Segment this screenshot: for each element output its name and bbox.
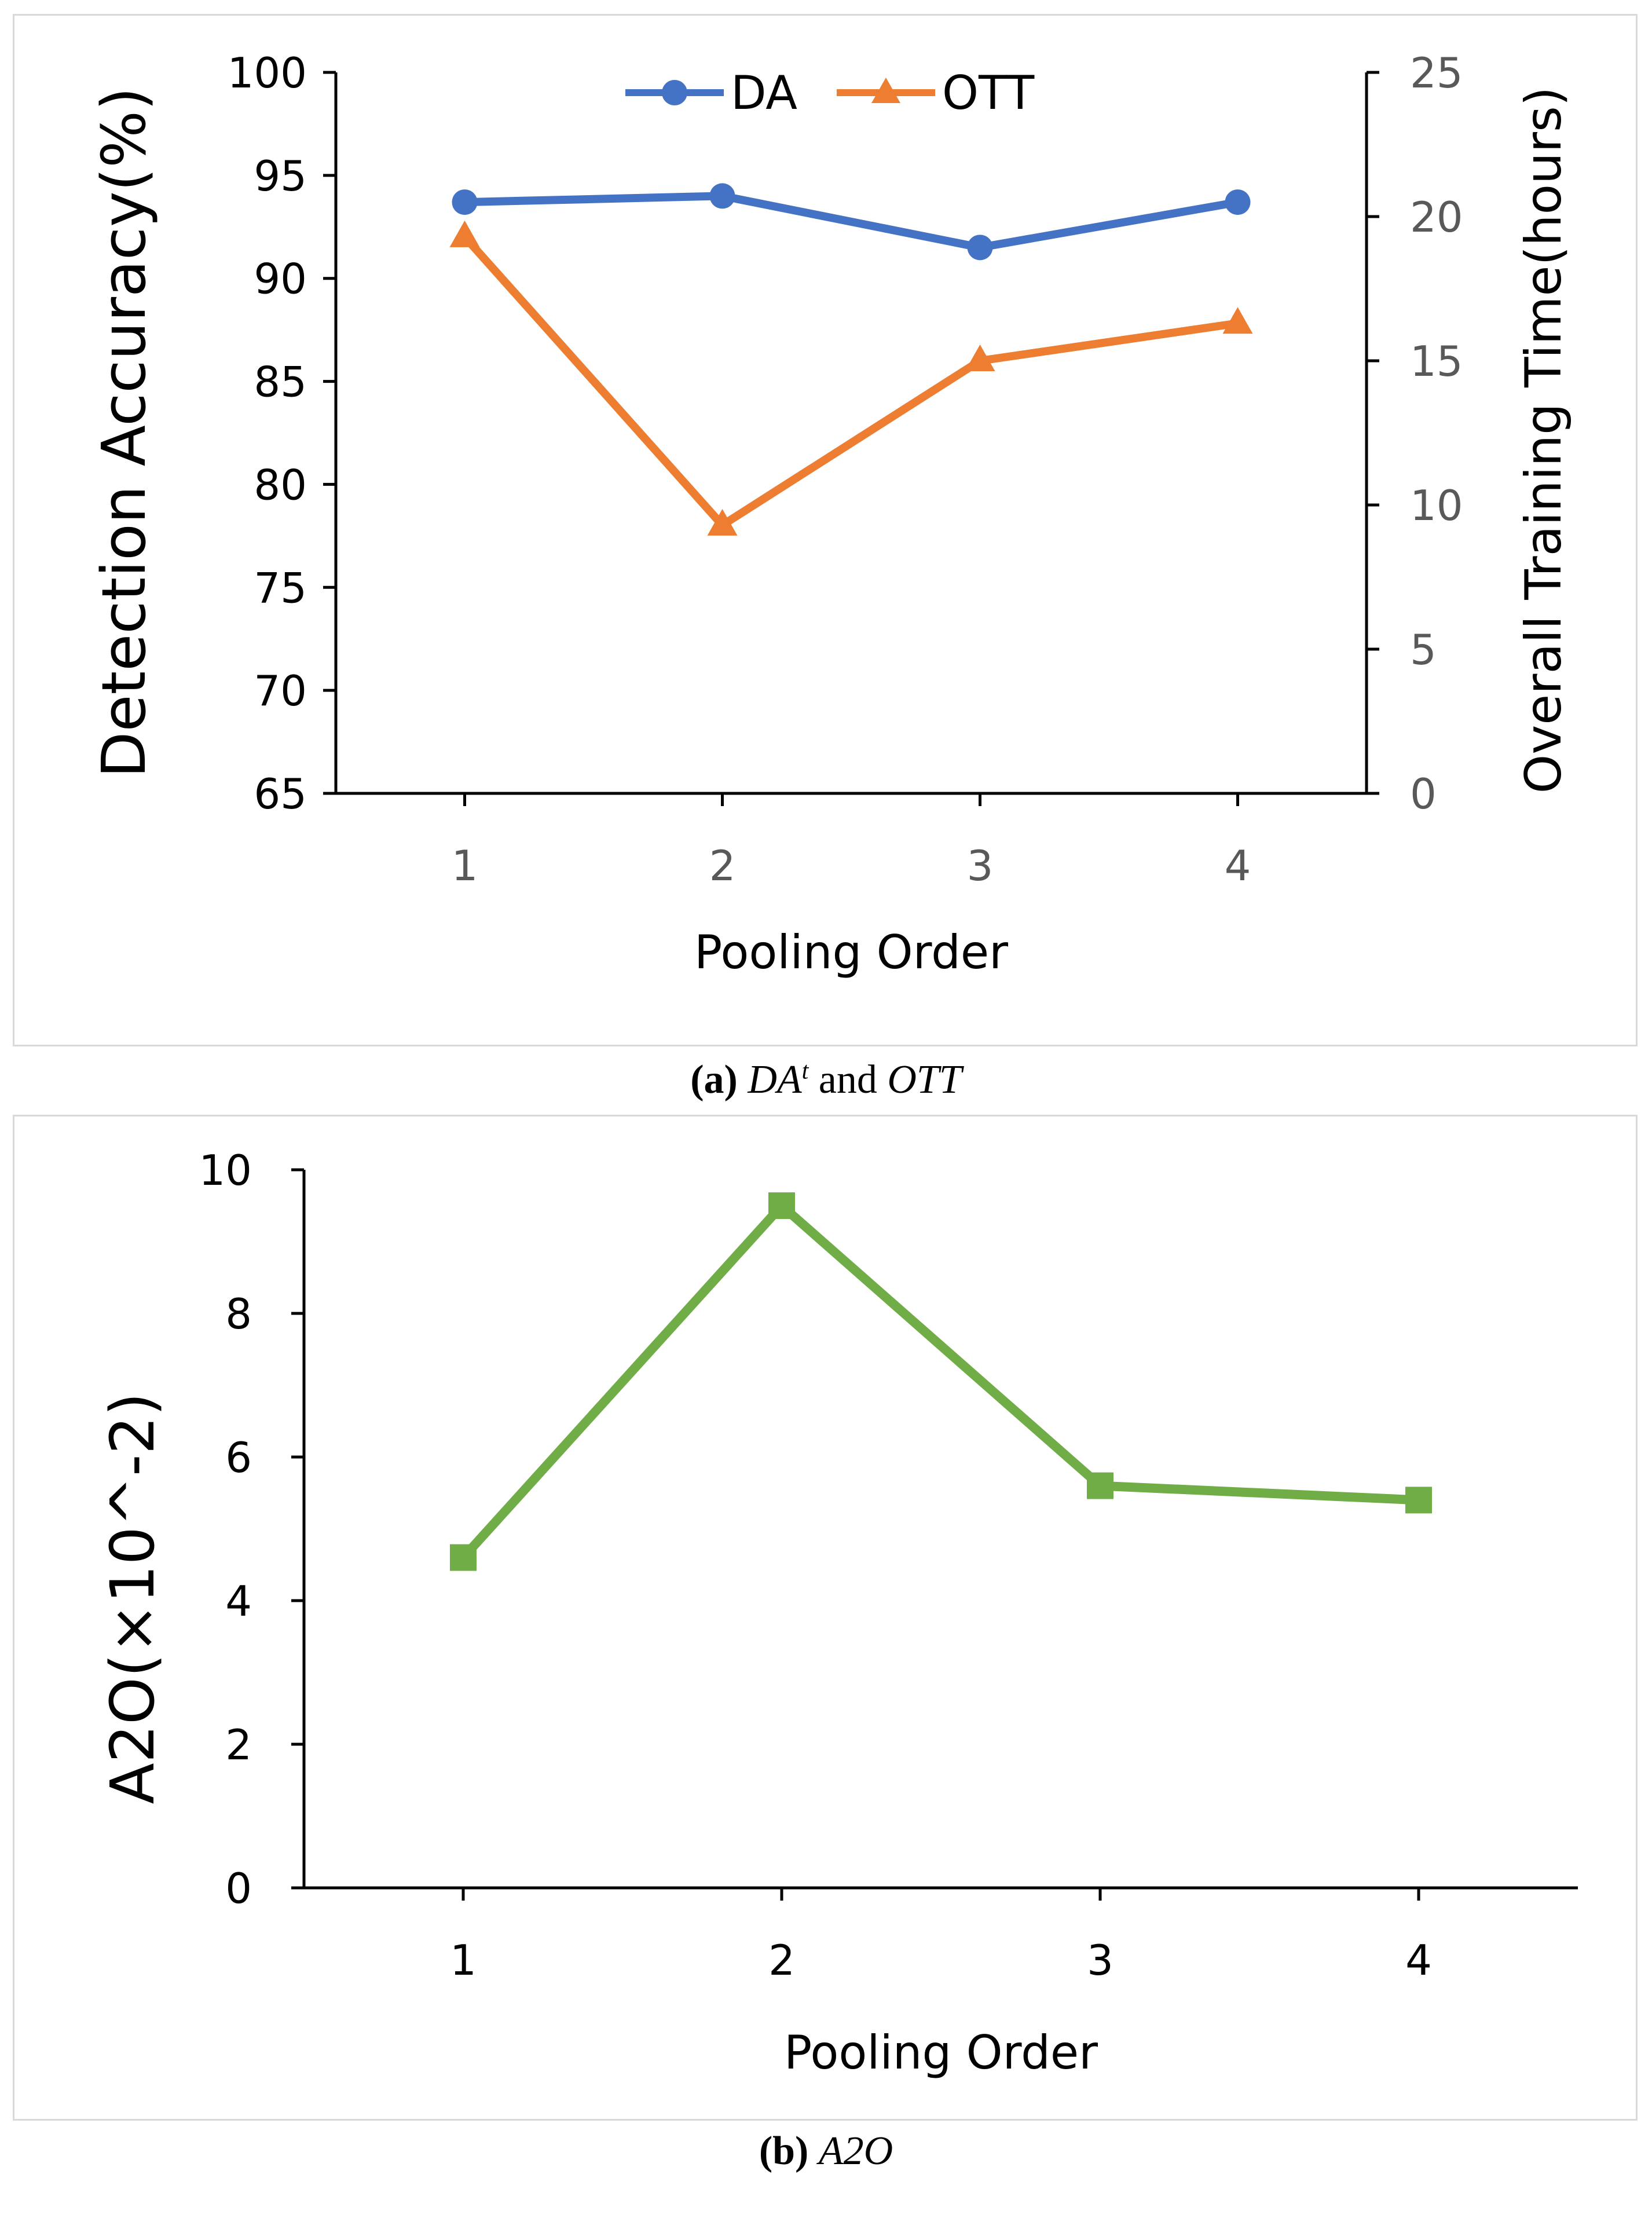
y-tick-label: 2 <box>225 1721 252 1769</box>
data-point-ott <box>965 345 995 371</box>
x-tick-label: 1 <box>452 841 478 890</box>
series-line-ott <box>461 234 1239 529</box>
chart-panel-b <box>13 1115 1638 2121</box>
y-tick-label-right: 15 <box>1410 337 1463 386</box>
y-axis-label-right: Overall Training Time(hours) <box>1515 87 1573 794</box>
data-point-da <box>967 235 993 261</box>
y-tick-label: 10 <box>199 1146 252 1195</box>
caption-a-label: (a) <box>690 1057 738 1102</box>
y-tick-label-left: 75 <box>254 563 307 612</box>
legend-label-da: DA <box>731 66 797 120</box>
y-axis-label: A2O(×10^-2) <box>97 1393 168 1804</box>
data-point-a2o <box>768 1192 795 1219</box>
x-axis-label: Pooling Order <box>784 2026 1098 2080</box>
series-line-da <box>464 192 1239 252</box>
data-point-da <box>709 183 735 209</box>
chart-a: 65 70 75 80 85 90 95 100 0 5 10 15 20 25 1 2 3 4 DA OTT… <box>89 49 1573 979</box>
y-tick-label-left: 95 <box>254 152 307 200</box>
legend-label-ott: OTT <box>942 66 1035 120</box>
x-tick-label: 3 <box>967 841 994 890</box>
y-tick-label: 6 <box>225 1433 252 1482</box>
y-tick-label-left: 65 <box>254 770 307 818</box>
data-point-ott <box>449 220 480 247</box>
data-point-da <box>452 189 478 215</box>
legend-marker-da <box>662 80 687 105</box>
y-axis-label-left: Detection Accuracy(%) <box>89 87 159 778</box>
y-tick-label-left: 85 <box>254 358 307 407</box>
y-tick-label-left: 70 <box>254 667 307 715</box>
data-point-a2o <box>1087 1472 1113 1499</box>
y-tick-label-right: 0 <box>1410 770 1437 818</box>
y-tick-label-right: 5 <box>1410 625 1437 674</box>
caption-b: (b) A2O <box>0 2128 1652 2175</box>
y-tick-label-left: 90 <box>254 255 307 303</box>
series-line-a2o <box>460 1201 1419 1561</box>
x-axis-label: Pooling Order <box>694 925 1008 979</box>
caption-a-prefix: DA <box>748 1057 802 1102</box>
y-tick-label: 4 <box>225 1577 252 1626</box>
x-tick-label: 1 <box>450 1936 477 1985</box>
data-point-ott <box>707 508 738 536</box>
y-tick-label-right: 20 <box>1410 193 1463 241</box>
data-point-a2o <box>1405 1487 1432 1514</box>
y-tick-label-right: 25 <box>1410 49 1463 97</box>
legend-marker-ott <box>871 78 900 103</box>
x-tick-label: 4 <box>1225 841 1251 890</box>
caption-b-label: (b) <box>759 2129 809 2173</box>
caption-a-mid: and <box>808 1057 888 1102</box>
caption-a-sup: t <box>801 1057 809 1085</box>
caption-b-text: A2O <box>818 2129 893 2173</box>
y-tick-label-left: 80 <box>254 460 307 509</box>
y-tick-label: 8 <box>225 1290 252 1338</box>
x-tick-label: 3 <box>1087 1936 1113 1985</box>
data-point-a2o <box>450 1544 477 1571</box>
x-tick-label: 4 <box>1405 1936 1432 1985</box>
x-tick-label: 2 <box>709 841 736 890</box>
y-tick-label-right: 10 <box>1410 481 1463 530</box>
y-tick-label-left: 100 <box>228 49 307 97</box>
legend: DA OTT <box>625 66 1035 120</box>
caption-a: (a) DAt and OTT <box>0 1057 1652 1103</box>
data-point-ott <box>1222 307 1253 334</box>
caption-a-suffix: OTT <box>887 1057 962 1102</box>
x-tick-label: 2 <box>768 1936 795 1985</box>
y-tick-label: 0 <box>225 1864 252 1913</box>
data-point-da <box>1225 189 1251 215</box>
